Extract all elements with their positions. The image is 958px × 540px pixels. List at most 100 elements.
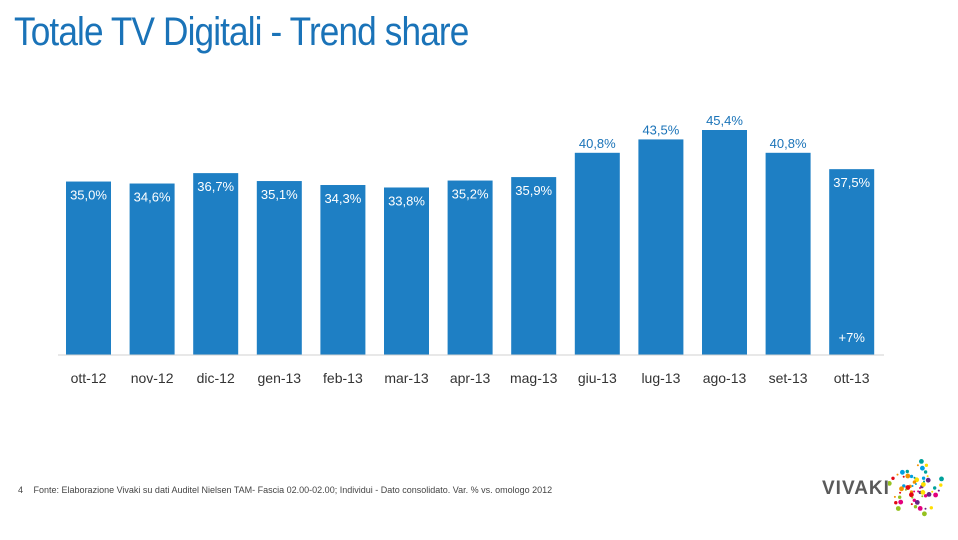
logo-dot	[905, 473, 911, 479]
logo-dot	[924, 463, 929, 467]
logo-dot	[909, 492, 914, 498]
logo-dot	[916, 464, 919, 467]
logo-dot	[910, 503, 913, 506]
tick-label-set-13: set-13	[769, 370, 808, 386]
logo-dot	[911, 485, 914, 487]
logo-dot	[924, 507, 927, 510]
value-label-set-13: 40,8%	[770, 136, 807, 151]
value-label-mar-13: 33,8%	[388, 193, 425, 208]
value-label-mag-13: 35,9%	[515, 183, 552, 198]
slide-title: Totale TV Digitali - Trend share	[14, 10, 469, 54]
delta-annotation: +7%	[839, 330, 866, 345]
logo-dot	[913, 505, 918, 509]
logo-dot	[926, 492, 932, 497]
bar-gen-13	[256, 181, 302, 355]
tick-label-lug-13: lug-13	[641, 370, 680, 386]
footnote: 4 Fonte: Elaborazione Vivaki su dati Aud…	[18, 485, 552, 495]
tick-labels-group: ott-12 nov-12 dic-12 gen-13 feb-13 mar-13 apr-…	[71, 370, 870, 386]
bar-nov-12	[129, 183, 175, 355]
tick-label-dic-12: dic-12	[197, 370, 235, 386]
tick-label-feb-13: feb-13	[323, 370, 363, 386]
logo-dot	[891, 476, 895, 480]
logo-dot	[922, 511, 927, 517]
logo-dot	[893, 495, 896, 498]
logo-dot	[904, 488, 907, 491]
footnote-text: Fonte: Elaborazione Vivaki su dati Audit…	[33, 485, 553, 495]
bar-set-13	[765, 152, 811, 355]
logo-dot	[923, 470, 928, 474]
logo-dot	[917, 506, 923, 511]
logo-dot	[923, 480, 925, 483]
logo-text: VIVAKI	[822, 478, 890, 499]
logo-dot	[923, 494, 928, 498]
logo-dot	[931, 490, 934, 493]
vivaki-logo: VIVAKI	[818, 458, 948, 518]
logo-dot	[913, 476, 916, 479]
tick-label-apr-13: apr-13	[450, 370, 491, 386]
page-number: 4	[18, 485, 24, 495]
logo-dot	[912, 480, 917, 484]
logo-dot	[913, 490, 916, 493]
logo-dot	[912, 498, 916, 502]
bar-giu-13	[574, 152, 620, 355]
logo-dot	[939, 483, 943, 487]
annotations-group: +7%	[839, 330, 866, 345]
logo-dot	[905, 485, 911, 490]
logo-dot	[905, 469, 909, 474]
logo-dot	[914, 483, 917, 485]
value-labels-group: 35,0% 34,6% 36,7% 35,1% 34,3% 33,8% 35,2% 35,9%…	[70, 113, 871, 208]
logo-dot	[917, 490, 920, 493]
value-label-ago-13: 45,4%	[706, 113, 743, 128]
bar-lug-13	[638, 139, 684, 355]
logo-dot	[937, 489, 940, 492]
logo-dot	[899, 491, 902, 494]
tick-label-gen-13: gen-13	[258, 370, 302, 386]
logo-dot	[902, 475, 905, 478]
bar-mag-13	[511, 177, 557, 355]
logo-dot	[898, 499, 904, 505]
logo-dot	[929, 506, 933, 510]
logo-dot	[920, 490, 926, 495]
value-label-ott-13: 37,5%	[833, 175, 870, 190]
logo-dot	[919, 459, 924, 464]
bars-group	[66, 130, 875, 355]
bar-dic-12	[193, 173, 239, 355]
logo-dot	[921, 495, 924, 498]
logo-dot	[894, 501, 898, 505]
logo-dot	[933, 492, 938, 498]
value-label-ott-12: 35,0%	[70, 188, 107, 203]
logo-dot	[921, 482, 926, 487]
tick-label-mag-13: mag-13	[510, 370, 558, 386]
bar-chart: 35,0% 34,6% 36,7% 35,1% 34,3% 33,8% 35,2% 35,9%…	[58, 113, 884, 386]
logo-dot	[888, 481, 892, 486]
logo-dot	[939, 476, 944, 482]
value-label-nov-12: 34,6%	[134, 190, 171, 205]
bar-mar-13	[384, 187, 429, 355]
tick-label-ott-13: ott-13	[834, 370, 870, 386]
tick-label-giu-13: giu-13	[578, 370, 617, 386]
logo-dot	[925, 477, 931, 483]
logo-dot	[896, 473, 899, 476]
logo-dot	[909, 474, 914, 479]
logo-dot	[902, 484, 906, 488]
value-label-apr-13: 35,2%	[452, 187, 489, 202]
logo-dot	[920, 465, 925, 471]
logo-dot	[899, 486, 904, 492]
logo-dot	[900, 469, 905, 475]
bar-feb-13	[320, 185, 366, 355]
tick-label-mar-13: mar-13	[384, 370, 429, 386]
value-label-dic-12: 36,7%	[197, 179, 234, 194]
tick-label-nov-12: nov-12	[131, 370, 174, 386]
logo-dot	[926, 475, 929, 478]
value-label-feb-13: 34,3%	[324, 191, 361, 206]
value-label-lug-13: 43,5%	[642, 122, 679, 137]
logo-burst-icon	[888, 459, 944, 517]
logo-dot	[911, 496, 914, 499]
tick-label-ott-12: ott-12	[71, 370, 107, 386]
value-label-gen-13: 35,1%	[261, 187, 298, 202]
bar-ott-12	[66, 181, 111, 355]
bar-ott-13	[829, 169, 875, 355]
logo-dot	[914, 500, 920, 505]
logo-dot	[898, 495, 902, 499]
tick-label-ago-13: ago-13	[703, 370, 747, 386]
